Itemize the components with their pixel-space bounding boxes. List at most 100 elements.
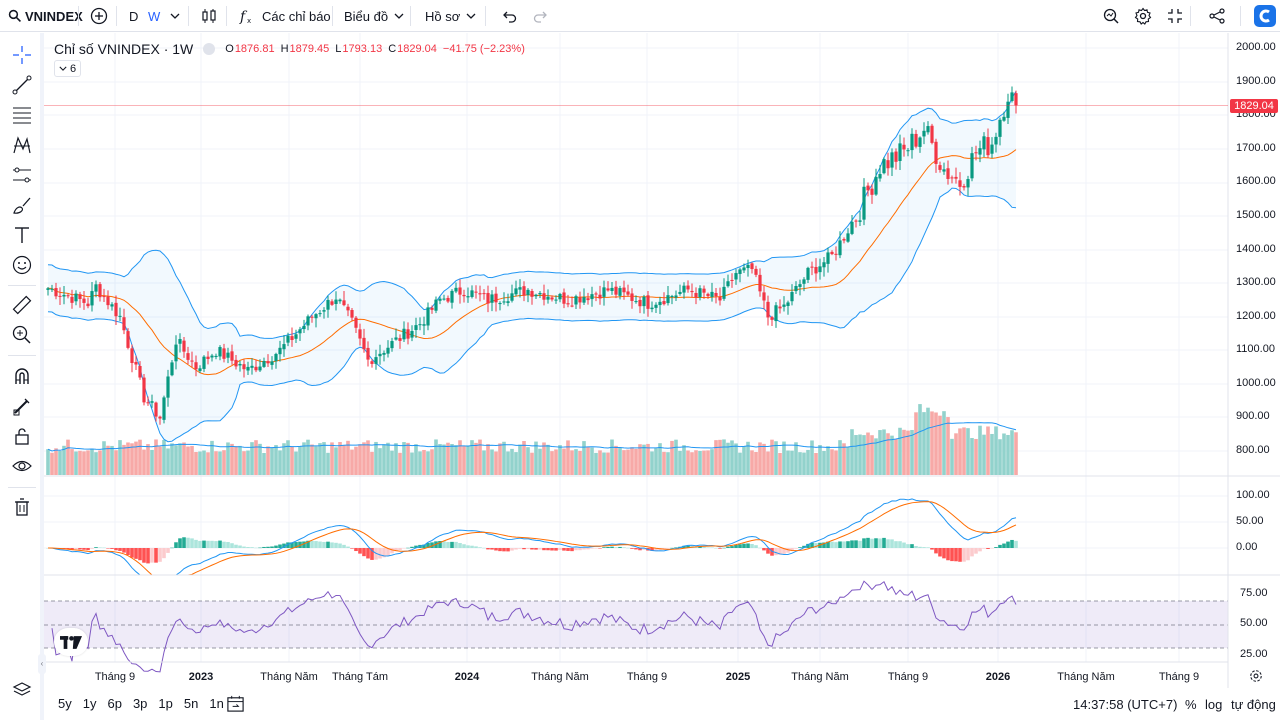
candle-body [86, 303, 90, 307]
macd-histogram-bar [722, 547, 726, 549]
macd-histogram-bar [246, 547, 250, 548]
range-1y-button[interactable]: 1y [82, 696, 97, 711]
auto-toggle[interactable]: tự động [1231, 697, 1276, 712]
macd-histogram-bar [590, 548, 594, 549]
macd-histogram-bar [282, 543, 286, 548]
macd-histogram-bar [638, 548, 642, 551]
range-5n-button[interactable]: 5n [183, 696, 199, 711]
candle-body [698, 288, 702, 298]
settings-button[interactable] [1126, 0, 1160, 32]
emoji-icon[interactable] [11, 254, 33, 276]
macd-histogram-bar [342, 544, 346, 548]
interval-dropdown[interactable] [162, 0, 188, 32]
eye-icon[interactable] [11, 455, 33, 477]
quick-search-button[interactable] [1094, 0, 1128, 32]
macd-histogram-bar [302, 541, 306, 548]
macd-histogram-bar [198, 540, 202, 548]
macd-histogram-bar [726, 546, 730, 548]
macd-histogram-bar [946, 548, 950, 561]
candle-body [54, 288, 58, 297]
stay-drawing-icon[interactable] [11, 395, 33, 417]
ruler-icon[interactable] [11, 294, 33, 316]
clock[interactable]: 14:37:58 (UTC+7) [1073, 697, 1178, 712]
volume-bar [1014, 432, 1018, 475]
candle-body [250, 365, 254, 368]
compare-button[interactable] [82, 0, 116, 32]
object-tree-icon[interactable] [11, 680, 33, 702]
chevron-down-icon [59, 66, 67, 71]
percent-toggle[interactable]: % [1185, 697, 1197, 712]
chevron-down-icon [466, 13, 476, 19]
legend-dot[interactable] [203, 43, 216, 55]
indicators-collapse-button[interactable]: 6 [54, 60, 81, 77]
macd-histogram-bar [562, 548, 566, 551]
svg-text:x: x [247, 17, 251, 25]
volume-bar [546, 444, 550, 475]
macd-histogram-bar [474, 546, 478, 548]
magnet-icon[interactable] [11, 365, 33, 387]
candle-body [642, 296, 646, 307]
volume-bar [362, 442, 366, 475]
scroll-left-handle[interactable]: ‹ [38, 654, 46, 674]
goto-date-button[interactable] [226, 694, 245, 716]
macd-histogram-bar [862, 538, 866, 548]
trash-icon[interactable] [11, 496, 33, 518]
candle-body [862, 186, 866, 220]
price-chart[interactable] [44, 33, 1280, 688]
chart-type-button[interactable] [192, 0, 226, 32]
candle-body [362, 337, 366, 350]
candle-body [490, 294, 494, 303]
macd-histogram-bar [414, 545, 418, 548]
zoom-in-icon[interactable] [11, 324, 33, 346]
log-toggle[interactable]: log [1205, 697, 1223, 712]
range-5y-button[interactable]: 5y [58, 696, 72, 711]
symbol-search[interactable]: VNINDEX [0, 0, 91, 32]
lock-icon[interactable] [11, 425, 33, 447]
volume-bar [302, 442, 306, 475]
macd-histogram-bar [70, 548, 74, 551]
range-3p-button[interactable]: 3p [132, 696, 148, 711]
macd-histogram-bar [698, 546, 702, 548]
share-button[interactable] [1200, 0, 1234, 32]
pattern-icon[interactable] [11, 134, 33, 156]
volume-bar [538, 448, 542, 475]
axis-settings-icon[interactable] [1249, 669, 1263, 683]
interval-d-button[interactable]: D [121, 0, 146, 32]
profile-menu-button[interactable]: Hồ sơ [417, 0, 484, 32]
trend-line-icon[interactable] [11, 74, 33, 96]
volume-bar [626, 449, 630, 475]
candle-body [986, 137, 990, 156]
candle-body [830, 251, 834, 255]
volume-bar [186, 446, 190, 475]
volume-bar [558, 445, 562, 475]
candle-body [802, 279, 806, 284]
range-1p-button[interactable]: 1p [158, 696, 173, 711]
range-6p-button[interactable]: 6p [107, 696, 122, 711]
macd-histogram-bar [294, 542, 298, 548]
brush-icon[interactable] [11, 194, 33, 216]
macd-histogram-bar [534, 548, 538, 550]
prediction-icon[interactable] [11, 164, 33, 186]
volume-bar [870, 435, 874, 475]
volume-bar [658, 443, 662, 475]
crosshair-icon[interactable] [11, 44, 33, 66]
candle-body [314, 314, 318, 319]
undo-button[interactable] [492, 0, 526, 32]
macd-histogram-bar [834, 542, 838, 548]
candle-body [894, 151, 898, 162]
macd-histogram-bar [626, 547, 630, 549]
macd-histogram-bar [1010, 539, 1014, 548]
interval-w-button[interactable]: W [140, 0, 168, 32]
candle-body [126, 331, 130, 348]
macd-histogram-bar [806, 543, 810, 548]
volume-bar [550, 451, 554, 475]
text-tool-icon[interactable] [11, 224, 33, 246]
volume-bar [746, 441, 750, 475]
range-1n-button[interactable]: 1n [209, 696, 224, 711]
redo-button[interactable] [524, 0, 558, 32]
chart-menu-button[interactable]: Biểu đồ [336, 0, 412, 32]
fib-retracement-icon[interactable] [11, 104, 33, 126]
fullscreen-button[interactable] [1158, 0, 1192, 32]
candle-body [186, 353, 190, 360]
